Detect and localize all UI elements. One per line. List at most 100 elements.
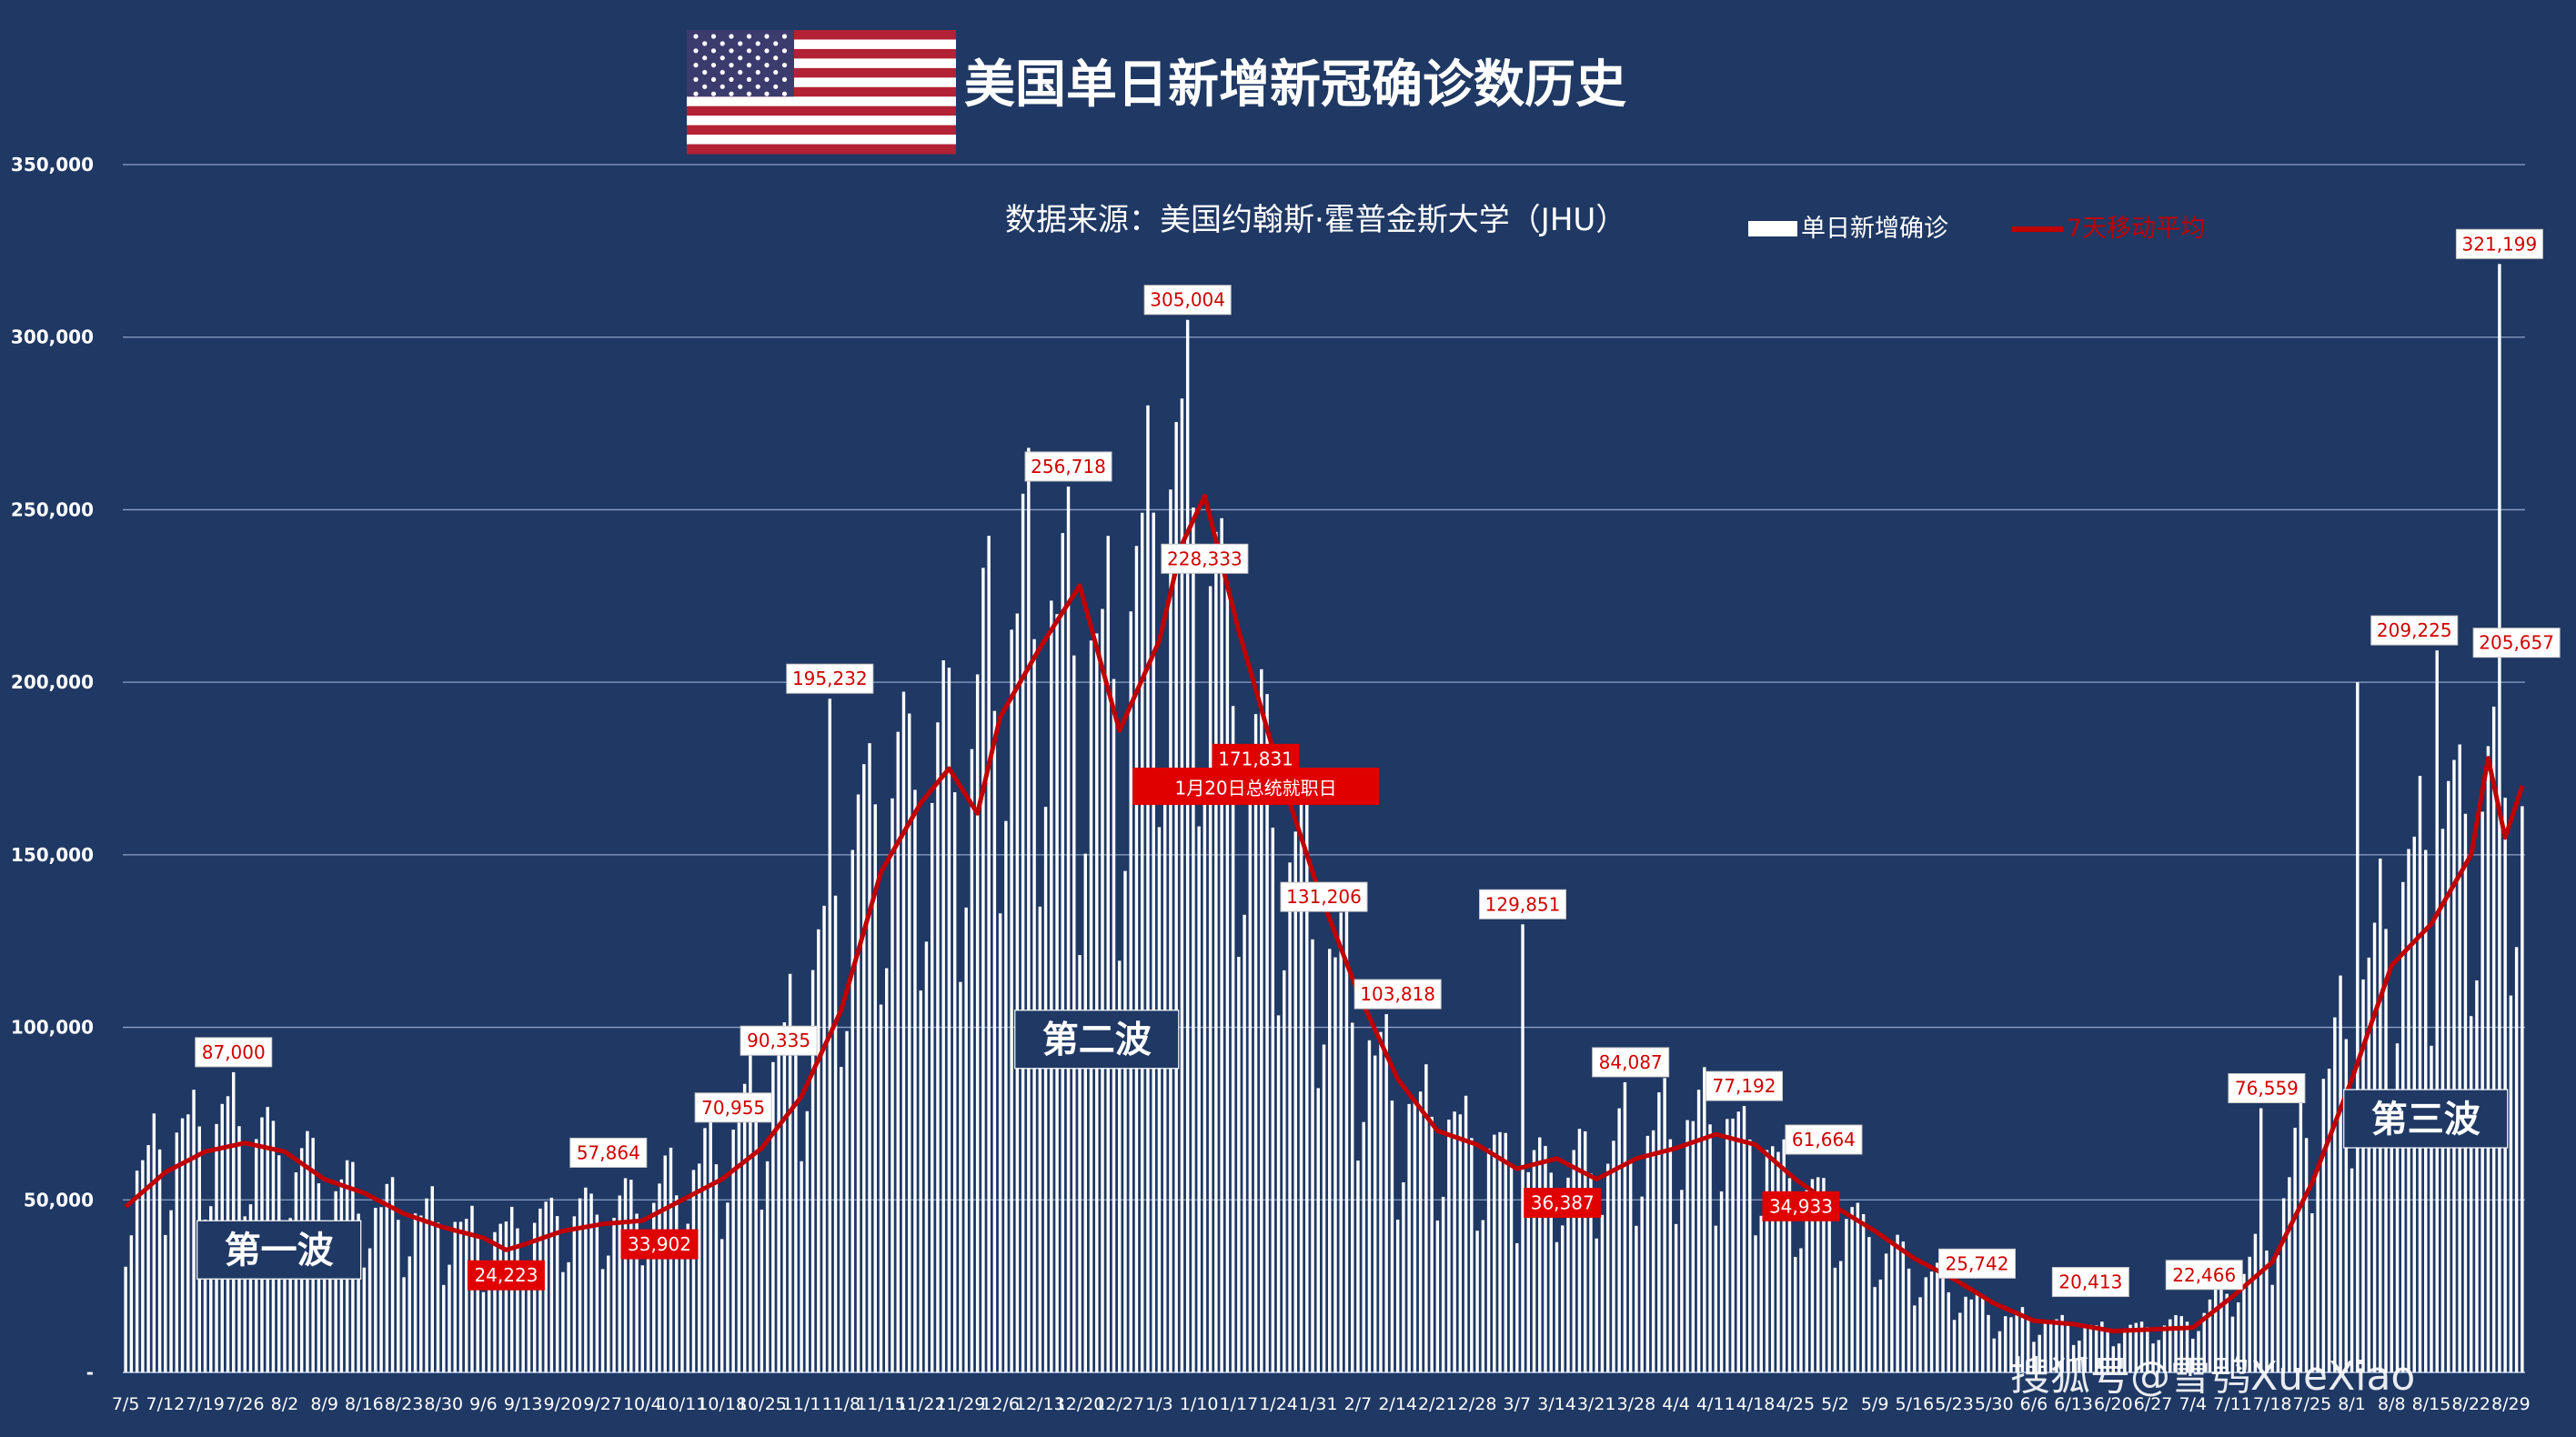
daily-bar <box>1731 1118 1735 1372</box>
daily-bar <box>2146 1327 2149 1372</box>
flag-stripe <box>687 135 956 146</box>
flag-stripe <box>687 39 956 50</box>
data-label-box <box>1143 285 1232 316</box>
daily-bar <box>1299 782 1303 1372</box>
daily-bar <box>1595 1238 1598 1372</box>
daily-bar <box>2304 1138 2309 1372</box>
data-label: 76,559 <box>2235 1078 2299 1100</box>
data-label: 24,223 <box>474 1264 538 1286</box>
data-label: 36,387 <box>1531 1192 1595 1214</box>
flag-star <box>781 76 788 82</box>
data-label-box <box>1762 1191 1840 1221</box>
flag-stripe <box>687 48 956 59</box>
daily-bar <box>1873 1287 1877 1372</box>
daily-bar <box>1402 1181 1405 1372</box>
flag-star <box>773 84 779 89</box>
daily-bar <box>754 1103 758 1372</box>
data-label-box <box>1479 889 1567 919</box>
daily-bar <box>1810 1179 1815 1372</box>
x-tick-label: 7/19 <box>186 1394 225 1414</box>
daily-bar <box>810 970 815 1372</box>
daily-bar <box>175 1132 179 1372</box>
daily-bar <box>1577 1129 1582 1372</box>
daily-bar <box>1356 1161 1360 1372</box>
flag-star <box>702 84 708 89</box>
daily-bar <box>2179 1316 2183 1372</box>
daily-bar <box>1260 668 1263 1372</box>
data-label: 131,206 <box>1286 886 1362 908</box>
daily-bar <box>1243 914 1246 1372</box>
flag-star <box>719 84 725 89</box>
daily-bar <box>385 1183 389 1372</box>
daily-bar <box>680 1250 684 1372</box>
flag-star <box>764 76 770 82</box>
data-label-box <box>1353 979 1442 1010</box>
data-label: 20,413 <box>2058 1271 2122 1293</box>
daily-bar <box>578 1198 582 1372</box>
x-tick-label: 2/28 <box>1458 1394 1497 1414</box>
daily-bar <box>1918 1297 1922 1372</box>
daily-bar <box>794 1029 798 1372</box>
daily-bar <box>1174 422 1178 1373</box>
x-tick-label: 7/11 <box>2213 1394 2252 1414</box>
daily-bar <box>1561 1225 1565 1372</box>
daily-bar <box>2281 1198 2286 1372</box>
wave-label-box <box>2343 1089 2509 1149</box>
daily-bar <box>2168 1319 2172 1372</box>
flag-star <box>773 69 779 75</box>
x-tick-label: 1/3 <box>1145 1394 1173 1414</box>
daily-bar <box>436 1222 440 1372</box>
daily-bar <box>714 1164 719 1372</box>
daily-bar <box>146 1145 150 1372</box>
daily-bar <box>1129 611 1132 1372</box>
daily-bar <box>1538 1137 1542 1372</box>
daily-bar <box>1192 507 1195 1372</box>
daily-bar <box>709 1112 712 1372</box>
daily-bar <box>2071 1344 2076 1372</box>
daily-bar <box>1435 1220 1440 1372</box>
flag-star <box>729 48 734 54</box>
daily-bar <box>1066 486 1071 1372</box>
daily-bar <box>1771 1146 1775 1372</box>
daily-bar <box>2038 1334 2041 1372</box>
wave-label: 第三波 <box>2371 1099 2480 1141</box>
x-tick-label: 11/22 <box>896 1394 946 1414</box>
daily-bar <box>141 1160 145 1372</box>
daily-bar <box>1288 862 1292 1372</box>
x-tick-label: 4/18 <box>1736 1394 1776 1414</box>
daily-bar <box>936 722 940 1372</box>
daily-bar <box>1418 1091 1423 1372</box>
daily-bar <box>209 1206 213 1372</box>
x-tick-label: 9/13 <box>504 1394 543 1414</box>
daily-bar <box>2043 1320 2048 1372</box>
daily-bar <box>1924 1277 1928 1372</box>
daily-bar <box>1572 1150 1575 1372</box>
daily-bar <box>862 764 866 1372</box>
x-tick-label: 3/7 <box>1503 1394 1531 1414</box>
x-tick-label: 5/30 <box>1975 1394 2014 1414</box>
daily-bar <box>1384 1014 1388 1372</box>
daily-bar <box>1475 1231 1479 1372</box>
daily-bar <box>2253 1233 2258 1372</box>
flag-stripe <box>687 30 956 40</box>
flag-star <box>755 84 760 89</box>
daily-bar <box>1061 533 1065 1372</box>
daily-bar <box>374 1207 377 1372</box>
daily-bar <box>845 1030 849 1372</box>
daily-bar <box>1703 1067 1706 1372</box>
daily-bar <box>203 1219 207 1372</box>
daily-bar <box>2288 1177 2291 1372</box>
daily-bar <box>1657 1092 1661 1372</box>
daily-bar <box>1987 1314 1990 1372</box>
daily-bar <box>2026 1320 2030 1372</box>
data-label: 70,955 <box>701 1097 765 1119</box>
daily-bar <box>1628 1160 1633 1372</box>
daily-bar <box>629 1180 633 1372</box>
daily-bar <box>1742 1106 1746 1372</box>
data-label: 34,933 <box>1769 1195 1833 1217</box>
daily-bar <box>1929 1271 1934 1372</box>
wave-label: 第二波 <box>1042 1020 1152 1061</box>
daily-bar <box>1907 1268 1911 1372</box>
daily-bar <box>1964 1296 1967 1372</box>
